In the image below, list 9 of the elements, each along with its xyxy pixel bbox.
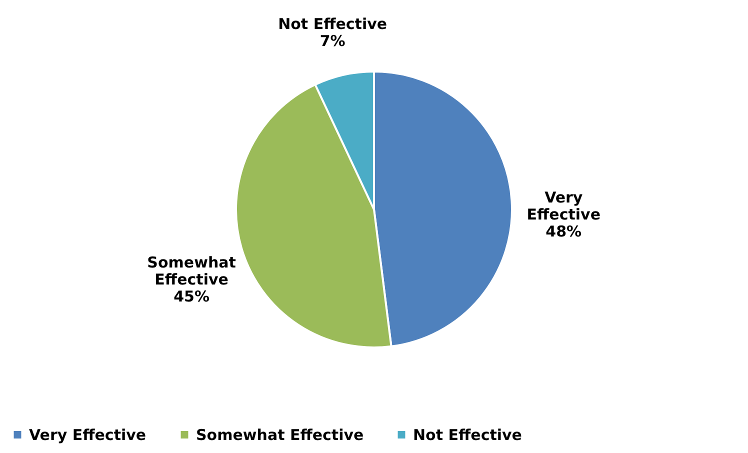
data-label: 45% xyxy=(174,288,210,306)
legend-label: Somewhat Effective xyxy=(196,426,364,444)
data-label: 48% xyxy=(546,222,582,241)
legend-label: Not Effective xyxy=(413,426,522,444)
data-label: 7% xyxy=(320,32,346,50)
slice-label: Very Effective xyxy=(526,188,600,224)
slice-label: Not Effective xyxy=(278,15,388,34)
legend-label: Very Effective xyxy=(29,426,146,444)
slice-label: Somewhat Effective xyxy=(147,254,236,289)
